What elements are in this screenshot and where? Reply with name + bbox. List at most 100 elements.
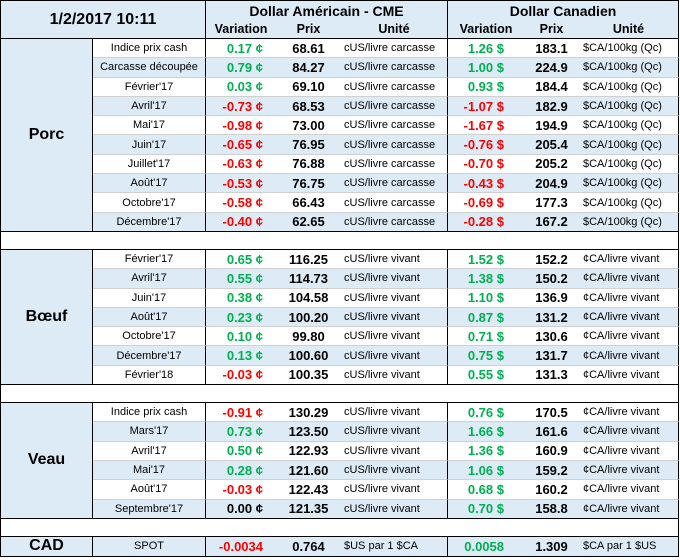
us-price: 69.10: [276, 77, 341, 97]
ca-unit: $CA par 1 $US: [579, 536, 679, 557]
us-price: 123.50: [276, 422, 341, 442]
contract-name: Décembre'17: [93, 212, 206, 232]
ca-variation: 0.71 $: [448, 327, 524, 347]
ca-variation: 1.06 $: [448, 460, 524, 481]
ca-variation: 0.68 $: [448, 480, 524, 500]
us-price: 100.35: [276, 365, 341, 386]
us-price: 73.00: [276, 116, 341, 136]
us-unit: cUS/livre vivant: [341, 441, 448, 461]
us-variation: 0.28 ¢: [206, 460, 276, 481]
us-variation: -0.73 ¢: [206, 96, 276, 117]
us-price: 68.61: [276, 39, 341, 59]
ca-unit: ¢CA/livre vivant: [579, 480, 679, 500]
us-unit: cUS/livre vivant: [341, 288, 448, 308]
us-price: 99.80: [276, 327, 341, 347]
ca-price: 159.2: [524, 460, 579, 481]
ca-price: 184.4: [524, 77, 579, 97]
us-price: 62.65: [276, 212, 341, 232]
us-variation: 0.79 ¢: [206, 58, 276, 78]
ca-variation: -0.70 $: [448, 154, 524, 175]
contract-name: Avril'17: [93, 441, 206, 461]
section-spacer: [1, 518, 679, 537]
us-variation: 0.03 ¢: [206, 77, 276, 97]
ca-price: 204.9: [524, 174, 579, 194]
ca-unit: $CA/100kg (Qc): [579, 77, 679, 97]
ca-price: 131.2: [524, 307, 579, 328]
us-price: 104.58: [276, 288, 341, 308]
ca-price: 205.2: [524, 154, 579, 175]
us-unit: cUS/livre carcasse: [341, 154, 448, 175]
us-variation: -0.03 ¢: [206, 480, 276, 500]
us-unit: cUS/livre carcasse: [341, 58, 448, 78]
ca-unit: $CA/100kg (Qc): [579, 39, 679, 59]
ca-price: 205.4: [524, 135, 579, 155]
us-unit: cUS/livre carcasse: [341, 96, 448, 117]
us-price: 121.35: [276, 499, 341, 519]
us-unit: cUS/livre vivant: [341, 249, 448, 270]
section-label: Bœuf: [1, 249, 93, 386]
ca-variation: 0.76 $: [448, 403, 524, 423]
ca-price: 224.9: [524, 58, 579, 78]
ca-price: 183.1: [524, 39, 579, 59]
ca-variation: -1.67 $: [448, 116, 524, 136]
ca-unit: ¢CA/livre vivant: [579, 365, 679, 386]
contract-name: Indice prix cash: [93, 403, 206, 423]
ca-price: 161.6: [524, 422, 579, 442]
ca-unit: $CA/100kg (Qc): [579, 154, 679, 175]
contract-name: Mars'17: [93, 422, 206, 442]
contract-name: Février'17: [93, 77, 206, 97]
us-variation: 0.55 ¢: [206, 269, 276, 289]
us-unit: cUS/livre carcasse: [341, 212, 448, 232]
us-dollar-group-header: Dollar Américain - CME: [206, 1, 448, 20]
contract-name: Juillet'17: [93, 154, 206, 175]
contract-name: Octobre'17: [93, 327, 206, 347]
ca-variation: -0.69 $: [448, 193, 524, 213]
section-label: Porc: [1, 39, 93, 232]
us-variation: 0.50 ¢: [206, 441, 276, 461]
ca-unit: ¢CA/livre vivant: [579, 460, 679, 481]
us-variation: -0.98 ¢: [206, 116, 276, 136]
us-price: 66.43: [276, 193, 341, 213]
ca-unit: $CA/100kg (Qc): [579, 174, 679, 194]
ca-variation: 1.26 $: [448, 39, 524, 59]
contract-name: Avril'17: [93, 269, 206, 289]
us-unit-header: Unité: [341, 20, 448, 39]
us-variation: -0.58 ¢: [206, 193, 276, 213]
us-variation: 0.73 ¢: [206, 422, 276, 442]
contract-name: Juin'17: [93, 288, 206, 308]
contract-name: Août'17: [93, 307, 206, 328]
ca-unit: ¢CA/livre vivant: [579, 346, 679, 366]
ca-unit: ¢CA/livre vivant: [579, 269, 679, 289]
ca-price: 167.2: [524, 212, 579, 232]
us-price: 76.88: [276, 154, 341, 175]
contract-name: Août'17: [93, 480, 206, 500]
us-variation: -0.0034: [206, 536, 276, 557]
us-variation: -0.65 ¢: [206, 135, 276, 155]
us-unit: cUS/livre vivant: [341, 307, 448, 328]
section-spacer: [1, 385, 679, 404]
us-variation: -0.03 ¢: [206, 365, 276, 386]
us-price: 68.53: [276, 96, 341, 117]
ca-variation: -0.76 $: [448, 135, 524, 155]
ca-unit: ¢CA/livre vivant: [579, 249, 679, 270]
ca-unit: $CA/100kg (Qc): [579, 135, 679, 155]
ca-variation: 1.36 $: [448, 441, 524, 461]
us-variation: -0.63 ¢: [206, 154, 276, 175]
ca-unit: ¢CA/livre vivant: [579, 307, 679, 328]
ca-variation: -1.07 $: [448, 96, 524, 117]
ca-variation: -0.43 $: [448, 174, 524, 194]
us-price: 100.60: [276, 346, 341, 366]
us-unit: cUS/livre carcasse: [341, 135, 448, 155]
us-variation-header: Variation: [206, 20, 276, 39]
us-price: 76.75: [276, 174, 341, 194]
ca-variation: 1.38 $: [448, 269, 524, 289]
us-variation: 0.10 ¢: [206, 327, 276, 347]
ca-price: 158.8: [524, 499, 579, 519]
ca-price: 152.2: [524, 249, 579, 270]
contract-name: Septembre'17: [93, 499, 206, 519]
contract-name: Février'18: [93, 365, 206, 386]
ca-unit: ¢CA/livre vivant: [579, 403, 679, 423]
cad-dollar-group-header: Dollar Canadien: [448, 1, 679, 20]
us-variation: 0.23 ¢: [206, 307, 276, 328]
